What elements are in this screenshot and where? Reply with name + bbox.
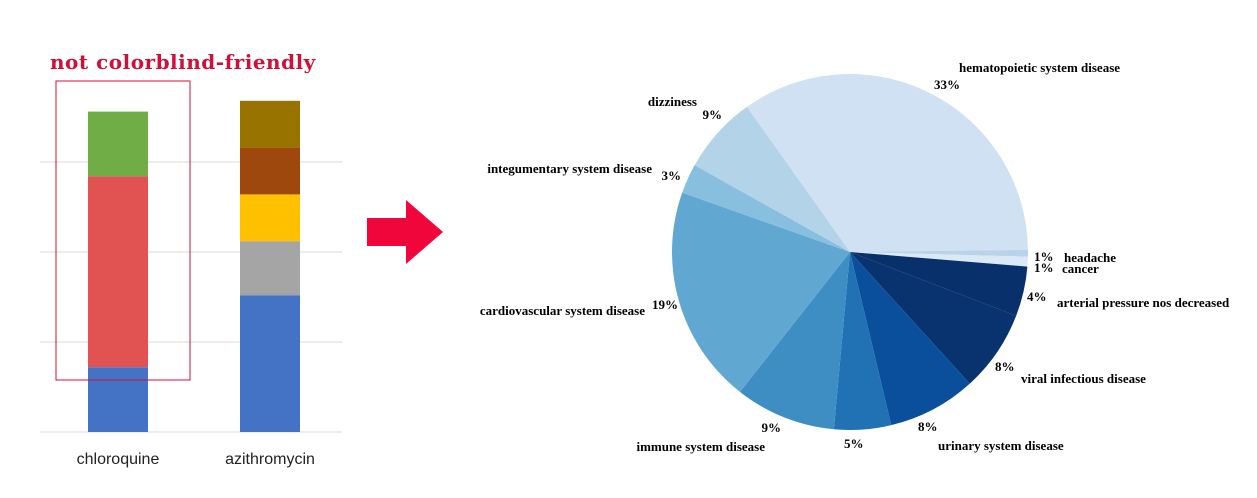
right-arrow-shape: [367, 200, 443, 264]
bar-segment: [88, 367, 148, 432]
slice-percent: 33%: [934, 77, 960, 92]
slice-percent: 4%: [1027, 289, 1047, 304]
bar-segment: [88, 176, 148, 368]
pie-slice: [850, 249, 1029, 257]
category-label: chloroquine: [77, 451, 160, 468]
bar-segment: [240, 147, 300, 195]
slice-label: viral infectious disease: [1021, 371, 1146, 386]
bar-segment: [240, 295, 300, 432]
slice-label: arterial pressure nos decreased: [1057, 295, 1230, 310]
slice-percent: 19%: [652, 297, 678, 312]
slice-percent: 8%: [918, 419, 938, 434]
slice-label: headache: [1064, 250, 1116, 265]
slice-label: cardiovascular system disease: [480, 303, 645, 318]
slice-percent: 1%: [1034, 260, 1054, 275]
slice-label: cancer: [1062, 261, 1099, 276]
pie-slice: [850, 252, 1028, 267]
slice-percent: 8%: [995, 359, 1015, 374]
highlight-box: [55, 80, 191, 381]
stacked-bar-chart: chloroquine azithromycin: [40, 80, 342, 468]
slice-percent: 9%: [762, 420, 782, 435]
pie-slice: [850, 252, 1028, 316]
pie-slice: [682, 165, 850, 252]
slice-percent: 1%: [1034, 249, 1054, 264]
slice-label: dizziness: [648, 94, 697, 109]
slice-percent: 9%: [703, 107, 723, 122]
slice-label: integumentary system disease: [487, 161, 652, 176]
bar-segment: [240, 100, 300, 148]
colorblind-warning-label: not colorblind-friendly: [50, 50, 316, 74]
bar-segment: [240, 241, 300, 296]
pie-slice: [850, 252, 1017, 384]
pie-slice: [694, 106, 850, 252]
slice-label: hematopoietic system disease: [959, 60, 1120, 75]
pie-slice: [833, 252, 892, 431]
arrow-icon: [367, 200, 443, 264]
category-label: azithromycin: [225, 451, 315, 468]
slice-percent: 5%: [844, 436, 864, 451]
slice-label: urinary system disease: [938, 438, 1064, 453]
bar-segment: [240, 194, 300, 242]
pie-slice: [739, 252, 850, 430]
bar-segment: [88, 111, 148, 177]
pie-slice: [746, 74, 1028, 253]
slice-label: immune system disease: [636, 439, 765, 454]
pie-slice: [850, 252, 970, 426]
pie-slice: [672, 192, 850, 392]
slice-percent: 3%: [662, 168, 682, 183]
pie-chart: hematopoietic system disease 33% headache 1…: [480, 60, 1230, 454]
